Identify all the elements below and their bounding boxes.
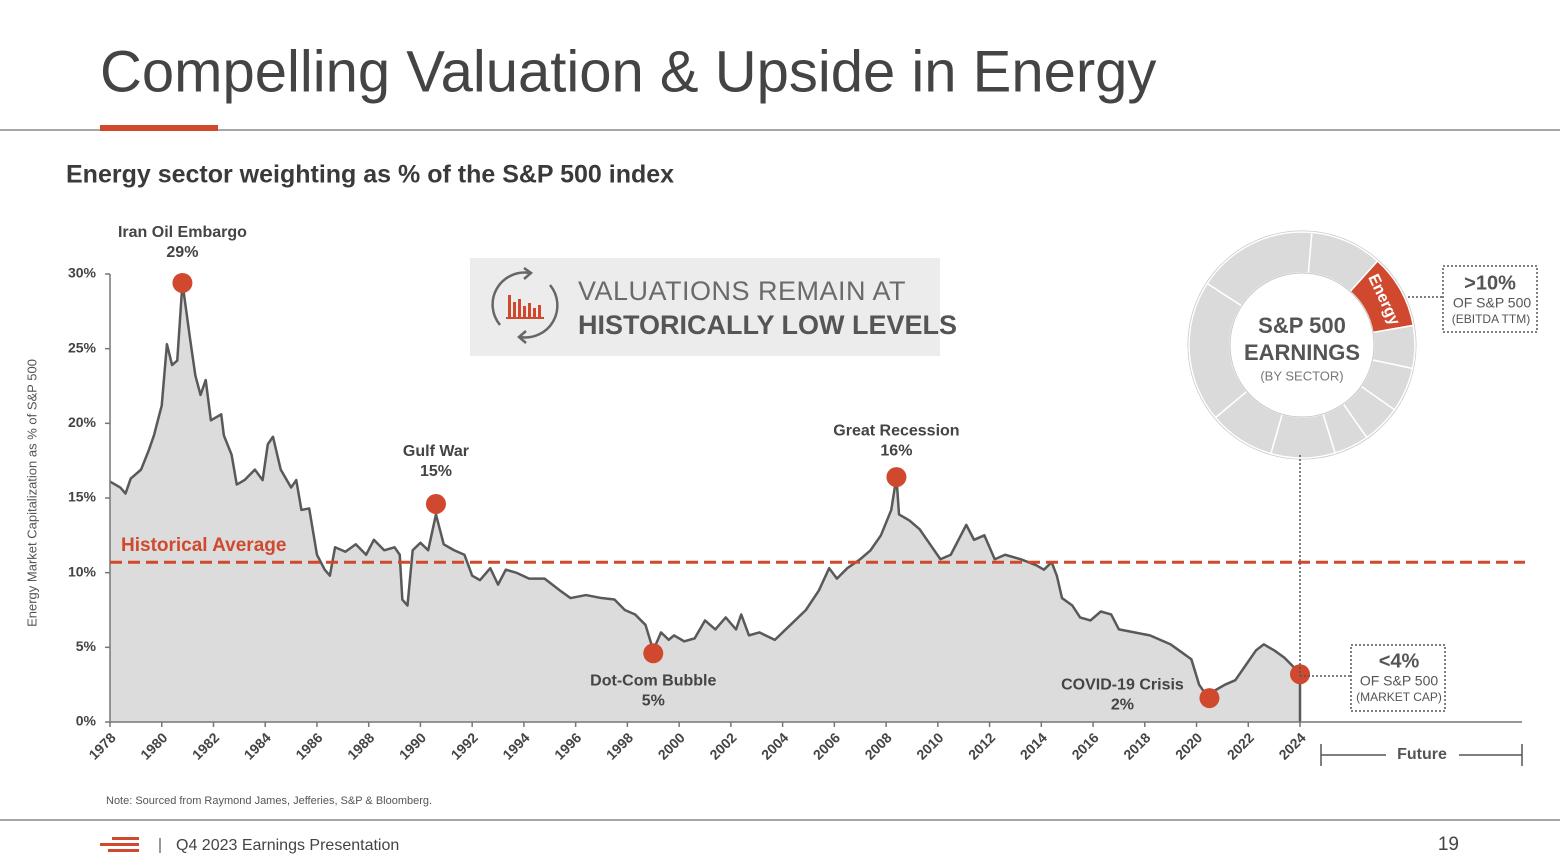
x-tick-label: 2016	[1068, 729, 1101, 762]
x-tick-label: 1984	[241, 729, 274, 762]
event-value: 15%	[420, 463, 452, 480]
x-tick-label: 2014	[1017, 729, 1050, 762]
event-label: COVID-19 Crisis	[1061, 676, 1184, 693]
x-tick-label: 1986	[292, 729, 325, 762]
callout-box	[470, 258, 940, 356]
y-tick-label: 25%	[68, 339, 97, 355]
x-tick-label: 2004	[758, 729, 791, 762]
event-marker	[1199, 688, 1220, 709]
x-tick-label: 1998	[603, 729, 636, 762]
average-label: Historical Average	[121, 535, 286, 556]
donut-title: EARNINGS	[1244, 340, 1360, 365]
x-tick-label: 1980	[137, 729, 170, 762]
box-text: OF S&P 500	[1453, 295, 1532, 311]
x-tick-label: 2006	[810, 729, 843, 762]
event-label: Iran Oil Embargo	[118, 224, 247, 241]
x-tick-label: 2012	[965, 729, 998, 762]
box-figure: >10%	[1464, 272, 1516, 294]
future-label: Future	[1397, 746, 1447, 763]
y-tick-label: 5%	[76, 638, 97, 654]
x-tick-label: 1994	[499, 729, 532, 762]
x-tick-label: 2010	[913, 729, 946, 762]
event-value: 2%	[1111, 696, 1134, 713]
area-fill	[110, 282, 1300, 722]
event-marker	[643, 643, 664, 664]
donut: Energy	[1187, 230, 1417, 460]
box-text: (MARKET CAP)	[1356, 690, 1442, 704]
x-tick-label: 1988	[344, 729, 377, 762]
event-label: Dot-Com Bubble	[590, 673, 716, 690]
event-value: 29%	[166, 244, 198, 261]
y-tick-label: 30%	[68, 265, 97, 281]
event-value: 16%	[880, 442, 912, 459]
box-text: (EBITDA TTM)	[1452, 312, 1530, 326]
event-marker	[886, 467, 907, 488]
slide-title: Compelling Valuation & Upside in Energy	[100, 39, 1156, 104]
current-marker	[1290, 664, 1310, 685]
page-number: 19	[1438, 834, 1459, 855]
event-label: Great Recession	[833, 422, 959, 439]
x-tick-label: 2000	[655, 729, 688, 762]
x-tick-label: 2002	[706, 729, 739, 762]
line	[109, 281, 1301, 701]
box-text: OF S&P 500	[1360, 673, 1439, 689]
footer-text: Q4 2023 Earnings Presentation	[176, 837, 399, 854]
donut-subtitle: (BY SECTOR)	[1260, 368, 1343, 383]
x-tick-label: 2024	[1275, 729, 1308, 762]
x-tick-label: 2018	[1120, 729, 1153, 762]
callout-line: VALUATIONS REMAIN AT	[578, 276, 906, 306]
x-tick-label: 1992	[448, 729, 481, 762]
donut-title: S&P 500	[1258, 313, 1346, 338]
event-marker	[425, 493, 446, 514]
x-tick-label: 1982	[189, 729, 222, 762]
x-tick-label: 1996	[551, 729, 584, 762]
note: Note: Sourced from Raymond James, Jeffer…	[106, 795, 432, 807]
x-tick-label: 2008	[861, 729, 894, 762]
callout-line: HISTORICALLY LOW LEVELS	[578, 310, 957, 340]
box-figure: <4%	[1379, 650, 1420, 672]
x-tick-label: 1990	[396, 729, 429, 762]
y-tick-label: 20%	[68, 414, 97, 430]
x-tick-label: 2022	[1224, 729, 1257, 762]
chart-title: Energy sector weighting as % of the S&P …	[66, 161, 674, 189]
x-tick-label: 1978	[85, 729, 118, 762]
footer-logo	[100, 837, 139, 852]
event-label: Gulf War	[403, 443, 469, 460]
donut-hole	[1229, 272, 1375, 418]
y-axis-title: Energy Market Capitalization as % of S&P…	[24, 359, 39, 627]
y-tick-label: 10%	[68, 563, 97, 579]
callout-icon-bars	[506, 295, 544, 319]
y-tick-label: 0%	[76, 713, 97, 729]
header-accent	[100, 125, 218, 131]
y-tick-label: 15%	[68, 489, 97, 505]
event-marker	[172, 272, 193, 293]
event-value: 5%	[642, 693, 665, 710]
callout-icon	[491, 266, 559, 344]
x-tick-label: 2020	[1172, 729, 1205, 762]
